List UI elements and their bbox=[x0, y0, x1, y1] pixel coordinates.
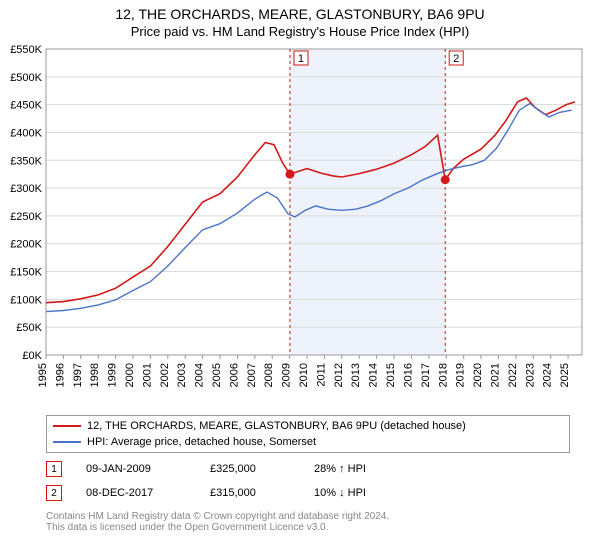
marker-badge: 2 bbox=[46, 485, 62, 501]
svg-text:2014: 2014 bbox=[368, 363, 380, 387]
legend-swatch bbox=[53, 425, 81, 427]
svg-text:2020: 2020 bbox=[472, 363, 484, 387]
svg-text:£0K: £0K bbox=[22, 350, 42, 362]
chart-svg: £0K £50K £100K £150K £200K £250K £300K £350K £40… bbox=[0, 39, 600, 409]
svg-text:£450K: £450K bbox=[10, 100, 42, 112]
svg-text:2013: 2013 bbox=[350, 363, 362, 387]
svg-text:1999: 1999 bbox=[107, 363, 119, 387]
svg-text:2023: 2023 bbox=[524, 363, 536, 387]
sales-list: 1 09-JAN-2009 £325,000 28% ↑ HPI 2 08-DE… bbox=[46, 457, 570, 505]
svg-text:1996: 1996 bbox=[54, 363, 66, 387]
svg-text:2000: 2000 bbox=[124, 363, 136, 387]
svg-text:2002: 2002 bbox=[159, 363, 171, 387]
svg-text:2022: 2022 bbox=[507, 363, 519, 387]
svg-text:1995: 1995 bbox=[37, 363, 49, 387]
svg-text:1997: 1997 bbox=[72, 363, 84, 387]
legend-label: HPI: Average price, detached house, Some… bbox=[87, 436, 316, 448]
svg-text:2003: 2003 bbox=[176, 363, 188, 387]
svg-text:2009: 2009 bbox=[281, 363, 293, 387]
title-sub: Price paid vs. HM Land Registry's House … bbox=[0, 24, 600, 39]
svg-text:2021: 2021 bbox=[489, 363, 501, 387]
footer-line: This data is licensed under the Open Gov… bbox=[46, 522, 570, 533]
svg-text:£300K: £300K bbox=[10, 183, 42, 195]
svg-text:2010: 2010 bbox=[298, 363, 310, 387]
page: 12, THE ORCHARDS, MEARE, GLASTONBURY, BA… bbox=[0, 0, 600, 533]
svg-text:2017: 2017 bbox=[420, 363, 432, 387]
titles: 12, THE ORCHARDS, MEARE, GLASTONBURY, BA… bbox=[0, 0, 600, 39]
legend: 12, THE ORCHARDS, MEARE, GLASTONBURY, BA… bbox=[46, 415, 570, 453]
sales-price: £325,000 bbox=[210, 463, 290, 475]
sales-row: 2 08-DEC-2017 £315,000 10% ↓ HPI bbox=[46, 481, 570, 505]
chart: £0K £50K £100K £150K £200K £250K £300K £350K £40… bbox=[0, 39, 600, 409]
footer: Contains HM Land Registry data © Crown c… bbox=[46, 511, 570, 533]
title-main: 12, THE ORCHARDS, MEARE, GLASTONBURY, BA… bbox=[0, 6, 600, 22]
sales-date: 08-DEC-2017 bbox=[86, 487, 186, 499]
svg-text:2015: 2015 bbox=[385, 363, 397, 387]
sales-date: 09-JAN-2009 bbox=[86, 463, 186, 475]
svg-text:1998: 1998 bbox=[89, 363, 101, 387]
svg-text:£100K: £100K bbox=[10, 294, 42, 306]
svg-text:2025: 2025 bbox=[559, 363, 571, 387]
svg-text:2024: 2024 bbox=[542, 363, 554, 387]
legend-label: 12, THE ORCHARDS, MEARE, GLASTONBURY, BA… bbox=[87, 420, 466, 432]
svg-text:£400K: £400K bbox=[10, 127, 42, 139]
svg-text:2018: 2018 bbox=[437, 363, 449, 387]
footer-line: Contains HM Land Registry data © Crown c… bbox=[46, 511, 570, 522]
svg-text:2005: 2005 bbox=[211, 363, 223, 387]
legend-item: 12, THE ORCHARDS, MEARE, GLASTONBURY, BA… bbox=[53, 418, 563, 434]
svg-text:2016: 2016 bbox=[402, 363, 414, 387]
legend-item: HPI: Average price, detached house, Some… bbox=[53, 434, 563, 450]
svg-text:£50K: £50K bbox=[16, 322, 42, 334]
svg-text:£350K: £350K bbox=[10, 155, 42, 167]
sales-delta: 28% ↑ HPI bbox=[314, 463, 414, 475]
sales-price: £315,000 bbox=[210, 487, 290, 499]
legend-swatch bbox=[53, 441, 81, 443]
svg-text:£250K: £250K bbox=[10, 211, 42, 223]
svg-text:2008: 2008 bbox=[263, 363, 275, 387]
svg-text:1: 1 bbox=[298, 53, 304, 65]
svg-text:2001: 2001 bbox=[141, 363, 153, 387]
svg-text:£550K: £550K bbox=[10, 44, 42, 56]
sales-delta: 10% ↓ HPI bbox=[314, 487, 414, 499]
svg-text:2004: 2004 bbox=[194, 363, 206, 387]
svg-text:2007: 2007 bbox=[246, 363, 258, 387]
marker-badge: 1 bbox=[46, 461, 62, 477]
svg-text:£150K: £150K bbox=[10, 267, 42, 279]
svg-text:£500K: £500K bbox=[10, 72, 42, 84]
svg-text:2011: 2011 bbox=[315, 363, 327, 387]
svg-text:2006: 2006 bbox=[228, 363, 240, 387]
sales-row: 1 09-JAN-2009 £325,000 28% ↑ HPI bbox=[46, 457, 570, 481]
svg-text:2: 2 bbox=[453, 53, 459, 65]
svg-text:£200K: £200K bbox=[10, 239, 42, 251]
svg-text:2019: 2019 bbox=[455, 363, 467, 387]
svg-text:2012: 2012 bbox=[333, 363, 345, 387]
